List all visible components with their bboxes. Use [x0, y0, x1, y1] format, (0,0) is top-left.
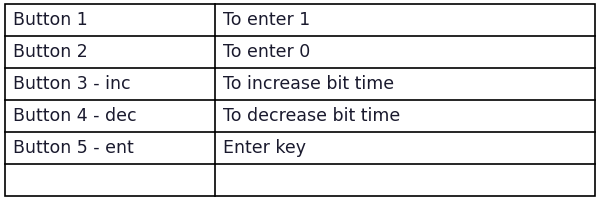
- Text: Button 3 - inc: Button 3 - inc: [13, 75, 131, 93]
- Text: Button 2: Button 2: [13, 43, 88, 61]
- Text: To enter 0: To enter 0: [223, 43, 310, 61]
- Text: Button 1: Button 1: [13, 11, 88, 29]
- Text: Enter key: Enter key: [223, 139, 306, 157]
- Text: To decrease bit time: To decrease bit time: [223, 107, 400, 125]
- Text: Button 4 - dec: Button 4 - dec: [13, 107, 137, 125]
- Text: To increase bit time: To increase bit time: [223, 75, 394, 93]
- Text: To enter 1: To enter 1: [223, 11, 310, 29]
- Text: Button 5 - ent: Button 5 - ent: [13, 139, 134, 157]
